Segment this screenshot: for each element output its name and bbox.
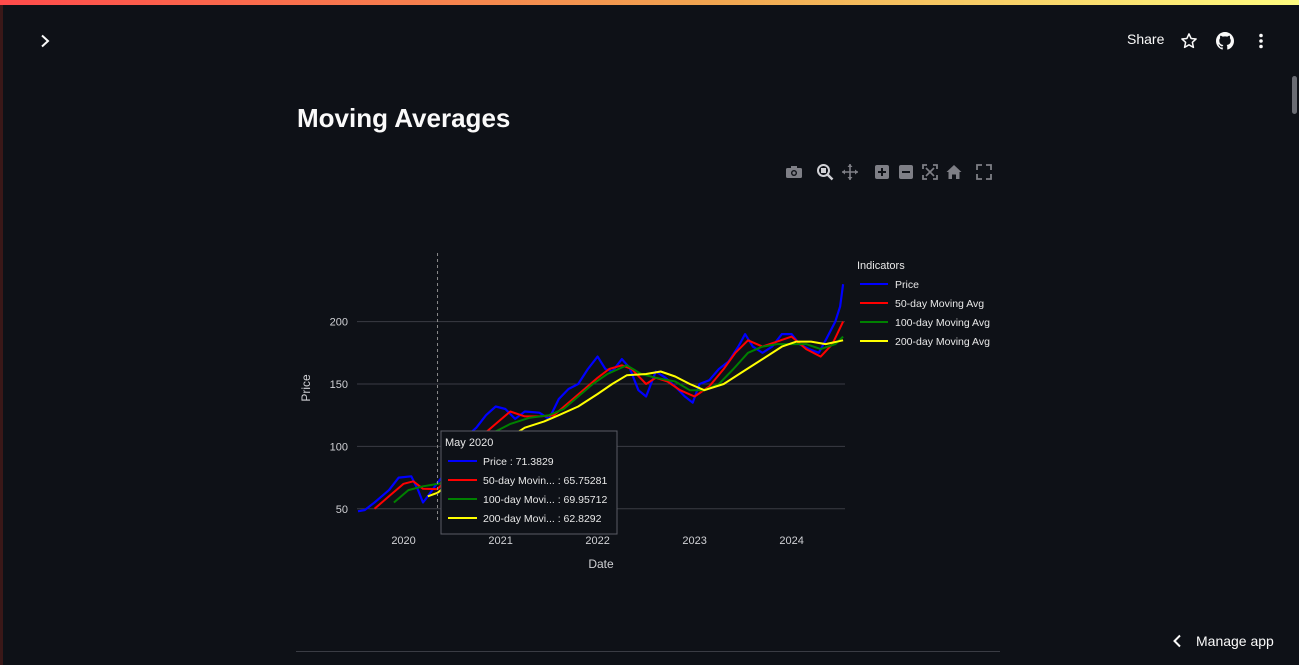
y-tick-label: 150 [330, 379, 348, 391]
page-title: Moving Averages [297, 103, 511, 133]
fullscreen-icon[interactable] [975, 163, 993, 181]
zoom-out-icon[interactable] [897, 163, 915, 181]
x-tick-label: 2024 [779, 535, 803, 547]
hover-tooltip-title: May 2020 [445, 437, 493, 449]
x-tick-label: 2022 [585, 535, 609, 547]
pan-icon[interactable] [841, 163, 859, 181]
x-axis-title: Date [588, 557, 614, 571]
y-tick-label: 50 [336, 504, 348, 516]
y-axis-title: Price [299, 374, 313, 402]
moving-averages-chart: 50 100 150 200 2020 2021 2022 2023 2024 Date Pri… [299, 253, 990, 571]
axis-ticks: 50 100 150 200 2020 2021 2022 2023 2024 [330, 317, 804, 547]
decoration-top-bar [0, 0, 1299, 5]
hover-tooltip: May 2020 Price : 71.3829 50-day Movin... … [440, 430, 618, 535]
x-tick-label: 2020 [391, 535, 415, 547]
chevron-right-icon [41, 34, 50, 48]
share-button[interactable]: Share [1127, 31, 1165, 47]
reset-axes-icon[interactable] [945, 163, 963, 181]
legend: Indicators Price 50-day Moving Avg 100-day… [857, 260, 990, 348]
github-button[interactable] [1214, 30, 1236, 52]
star-icon [1181, 33, 1197, 49]
y-tick-label: 100 [330, 441, 348, 453]
manage-app-label: Manage app [1196, 633, 1274, 649]
chart-modebar [784, 163, 994, 181]
autoscale-icon[interactable] [921, 163, 939, 181]
zoom-in-icon[interactable] [873, 163, 891, 181]
legend-item-label[interactable]: Price [895, 279, 919, 291]
left-edge-strip [0, 5, 3, 665]
x-tick-label: 2021 [488, 535, 512, 547]
hover-row-label: Price : 71.3829 [483, 456, 554, 468]
manage-app-button[interactable]: Manage app [1172, 633, 1274, 649]
sidebar-toggle-button[interactable] [34, 30, 56, 52]
hover-row-label: 200-day Movi... : 62.8292 [483, 513, 602, 525]
scrollbar-thumb[interactable] [1292, 76, 1297, 114]
github-icon [1216, 32, 1234, 50]
camera-icon[interactable] [785, 163, 803, 181]
legend-item-label[interactable]: 100-day Moving Avg [895, 317, 990, 329]
kebab-menu-icon [1259, 33, 1263, 49]
legend-title: Indicators [857, 260, 905, 272]
chevron-left-icon [1173, 634, 1181, 648]
hover-row-label: 100-day Movi... : 69.95712 [483, 494, 607, 506]
legend-item-label[interactable]: 200-day Moving Avg [895, 336, 990, 348]
hover-row-label: 50-day Movin... : 65.75281 [483, 475, 607, 487]
divider [296, 651, 1000, 652]
zoom-icon[interactable] [816, 163, 834, 181]
y-tick-label: 200 [330, 317, 348, 329]
x-tick-label: 2023 [682, 535, 706, 547]
main-menu-button[interactable] [1250, 30, 1272, 52]
favorite-button[interactable] [1178, 30, 1200, 52]
legend-item-label[interactable]: 50-day Moving Avg [895, 298, 984, 310]
